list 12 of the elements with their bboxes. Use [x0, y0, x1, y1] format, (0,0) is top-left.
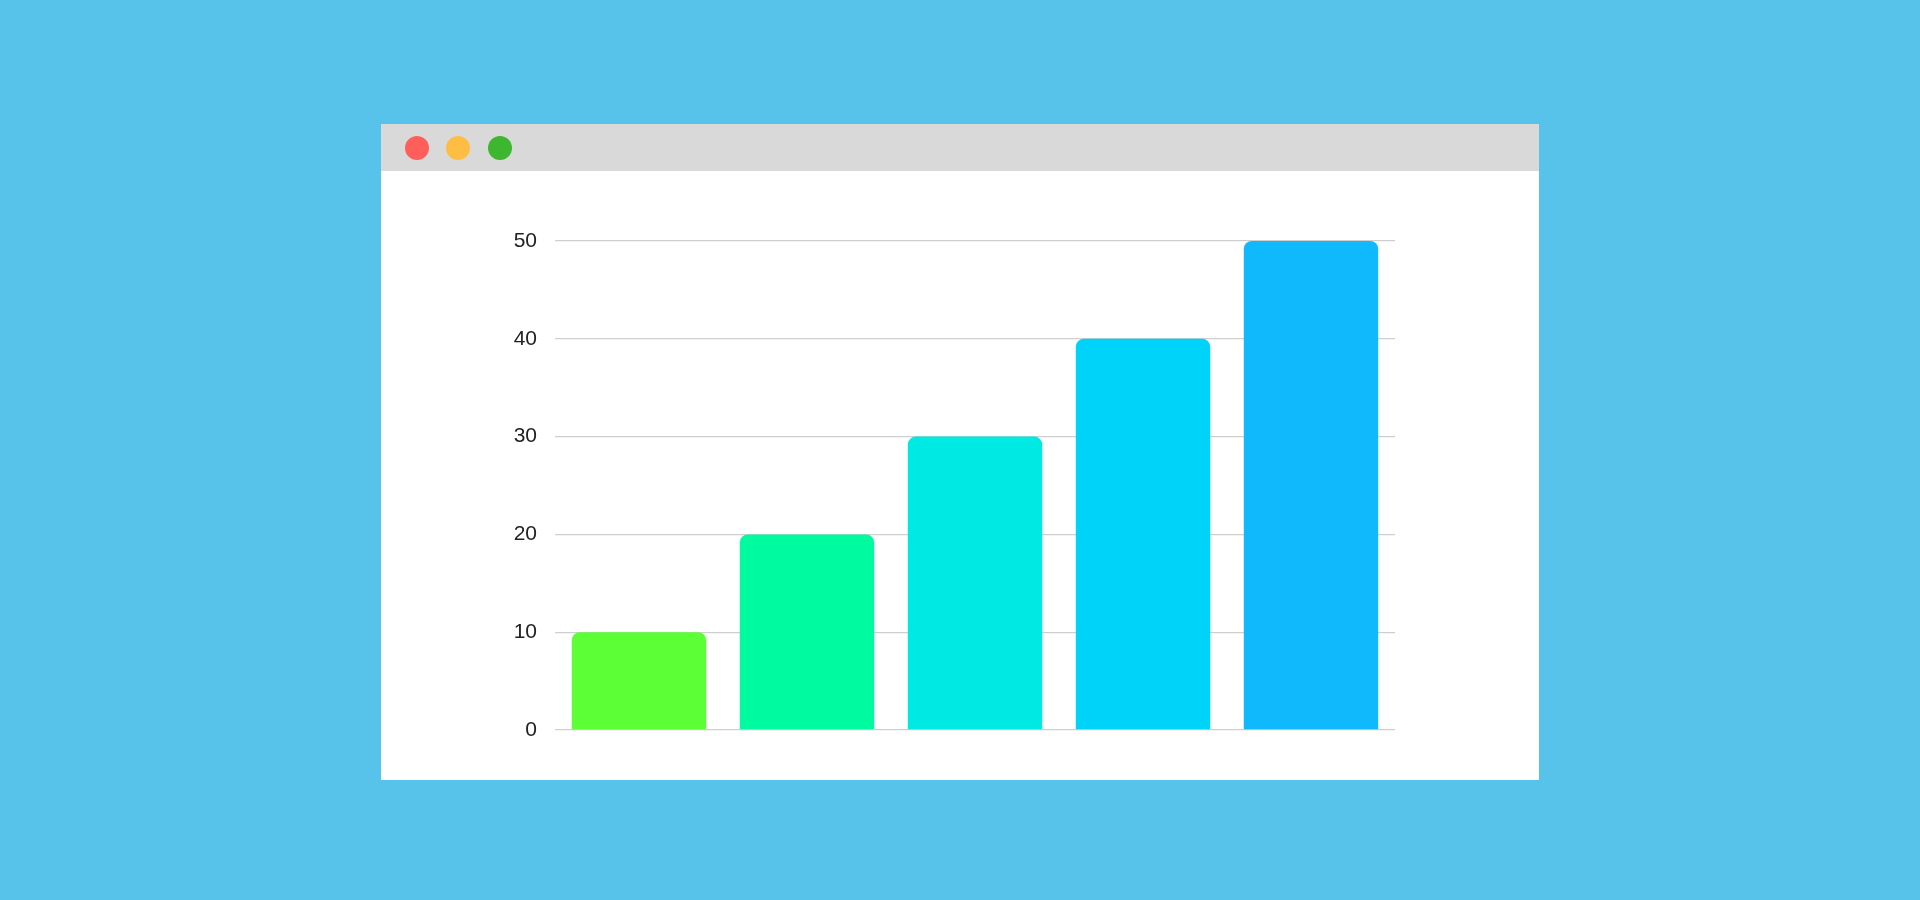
browser-window: 0 10 20 30 40 50 [381, 124, 1539, 780]
bar [907, 436, 1043, 730]
bar [1243, 241, 1379, 730]
y-tick-label: 10 [513, 619, 537, 642]
y-tick-label: 40 [513, 325, 537, 349]
bar [739, 534, 875, 730]
y-tick-label: 20 [513, 521, 537, 545]
y-tick-label: 30 [513, 423, 537, 447]
y-tick-label: 50 [513, 227, 537, 251]
bar [571, 632, 707, 730]
y-tick-label: 0 [525, 716, 537, 740]
bar [1075, 338, 1211, 730]
